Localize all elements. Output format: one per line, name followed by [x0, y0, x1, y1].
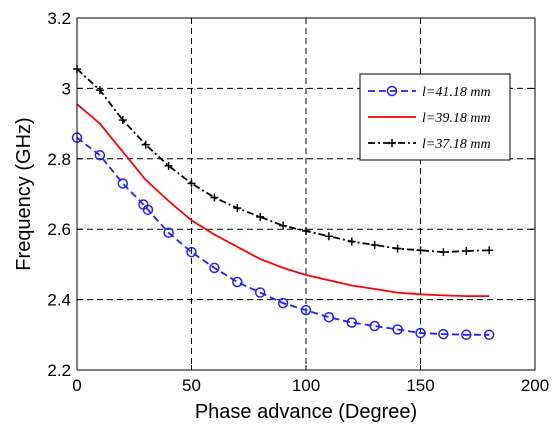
data-point — [95, 86, 104, 95]
data-point — [187, 179, 196, 188]
data-point — [323, 311, 335, 323]
data-point — [186, 246, 197, 258]
y-tick-label: 2.4 — [47, 291, 71, 310]
data-point — [300, 304, 312, 316]
legend-item: l=37.18 mm — [368, 137, 491, 152]
data-point — [232, 276, 243, 288]
data-point — [233, 204, 242, 213]
y-tick-label: 3 — [62, 79, 71, 98]
series-layer — [71, 65, 495, 341]
data-point — [277, 297, 289, 309]
y-tick-label: 3.2 — [47, 9, 71, 28]
series-line — [76, 103, 490, 298]
x-tick-label: 0 — [72, 376, 81, 395]
data-point — [256, 212, 265, 221]
data-point — [415, 327, 426, 339]
y-tick-label: 2.6 — [47, 220, 71, 239]
data-point — [164, 161, 173, 170]
legend-label: l=39.18 mm — [422, 111, 491, 126]
legend-item: l=39.18 mm — [368, 111, 491, 126]
data-point — [347, 237, 356, 246]
legend: l=41.18 mm l=39.18 mm l=37.18 mm — [359, 73, 511, 161]
data-point — [369, 320, 380, 332]
data-point — [346, 317, 358, 328]
series-1 — [71, 132, 495, 341]
x-tick-label: 100 — [292, 376, 320, 395]
data-point — [483, 329, 495, 341]
data-point — [370, 241, 379, 250]
x-tick-label: 50 — [182, 376, 201, 395]
legend-item: l=41.18 mm — [368, 85, 491, 100]
data-point — [94, 150, 106, 161]
data-point — [438, 328, 449, 340]
data-point — [461, 329, 472, 341]
data-point — [462, 247, 471, 256]
data-point — [439, 248, 448, 257]
series-line — [76, 136, 490, 336]
data-point — [210, 193, 219, 202]
y-tick-label: 2.8 — [47, 150, 71, 169]
data-point — [302, 226, 310, 235]
x-tick-label: 200 — [521, 376, 549, 395]
x-axis-label: Phase advance (Degree) — [195, 401, 417, 423]
data-point — [142, 204, 154, 216]
legend-label: l=41.18 mm — [422, 85, 491, 100]
data-point — [254, 287, 266, 298]
data-point — [392, 324, 403, 335]
data-point — [279, 221, 288, 230]
data-point — [209, 262, 220, 274]
legend-marker — [386, 85, 398, 97]
legend-marker — [388, 139, 396, 147]
data-point — [163, 227, 174, 238]
plot-frame — [76, 17, 536, 371]
series-3 — [73, 65, 494, 257]
data-point — [416, 246, 425, 255]
data-point — [141, 140, 150, 149]
legend-label: l=37.18 mm — [422, 137, 491, 152]
tick-labels: 0 50 100 150 200 2.2 2.4 2.6 2.8 3 3.2 — [47, 9, 549, 395]
data-point — [393, 244, 402, 253]
data-point — [117, 178, 129, 189]
y-tick-label: 2.2 — [47, 361, 71, 380]
data-point — [324, 232, 333, 241]
series-2 — [76, 103, 490, 298]
data-point — [118, 116, 127, 125]
data-point — [485, 246, 494, 255]
x-tick-label: 150 — [406, 376, 434, 395]
y-axis-label: Frequency (GHz) — [13, 117, 35, 270]
